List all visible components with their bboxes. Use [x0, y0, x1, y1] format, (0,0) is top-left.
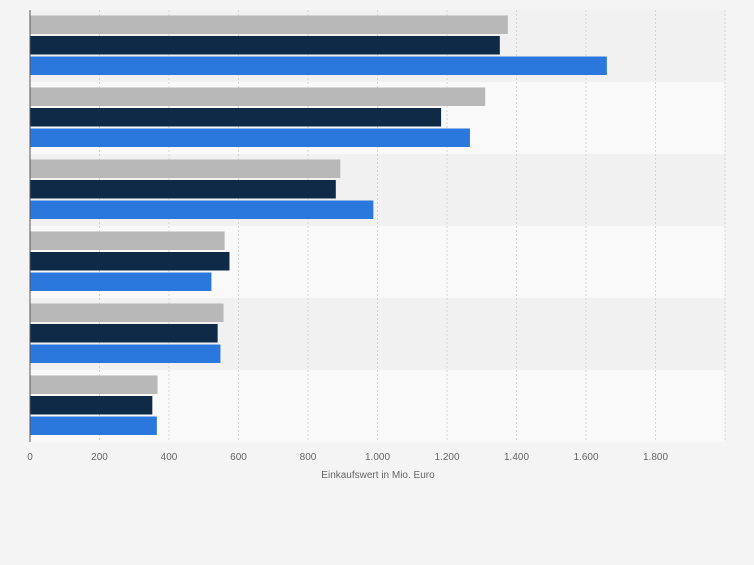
- x-tick-label: 1.800: [643, 452, 668, 463]
- x-tick-label: 1.200: [434, 452, 459, 463]
- bar: [30, 159, 341, 178]
- x-tick-label: 400: [161, 452, 178, 463]
- bar: [30, 344, 221, 363]
- x-tick-label: 200: [91, 452, 108, 463]
- x-tick-label: 800: [300, 452, 317, 463]
- x-tick-label: 1.600: [573, 452, 598, 463]
- bar: [30, 108, 442, 127]
- bar: [30, 128, 470, 147]
- bar: [30, 272, 212, 291]
- bar: [30, 396, 153, 415]
- bar: [30, 56, 607, 75]
- bar: [30, 180, 336, 199]
- bar: [30, 87, 486, 106]
- x-tick-label: 0: [27, 452, 33, 463]
- bar: [30, 15, 508, 34]
- bar: [30, 231, 225, 250]
- bar: [30, 303, 224, 322]
- bar: [30, 375, 158, 394]
- x-axis-label: Einkaufswert in Mio. Euro: [321, 470, 435, 481]
- x-tick-label: 600: [230, 452, 247, 463]
- bar: [30, 324, 218, 343]
- bar: [30, 36, 500, 55]
- bar: [30, 416, 157, 435]
- x-tick-label: 1.400: [504, 452, 529, 463]
- x-tick-label: 1.000: [365, 452, 390, 463]
- bar: [30, 252, 230, 271]
- bar: [30, 200, 374, 219]
